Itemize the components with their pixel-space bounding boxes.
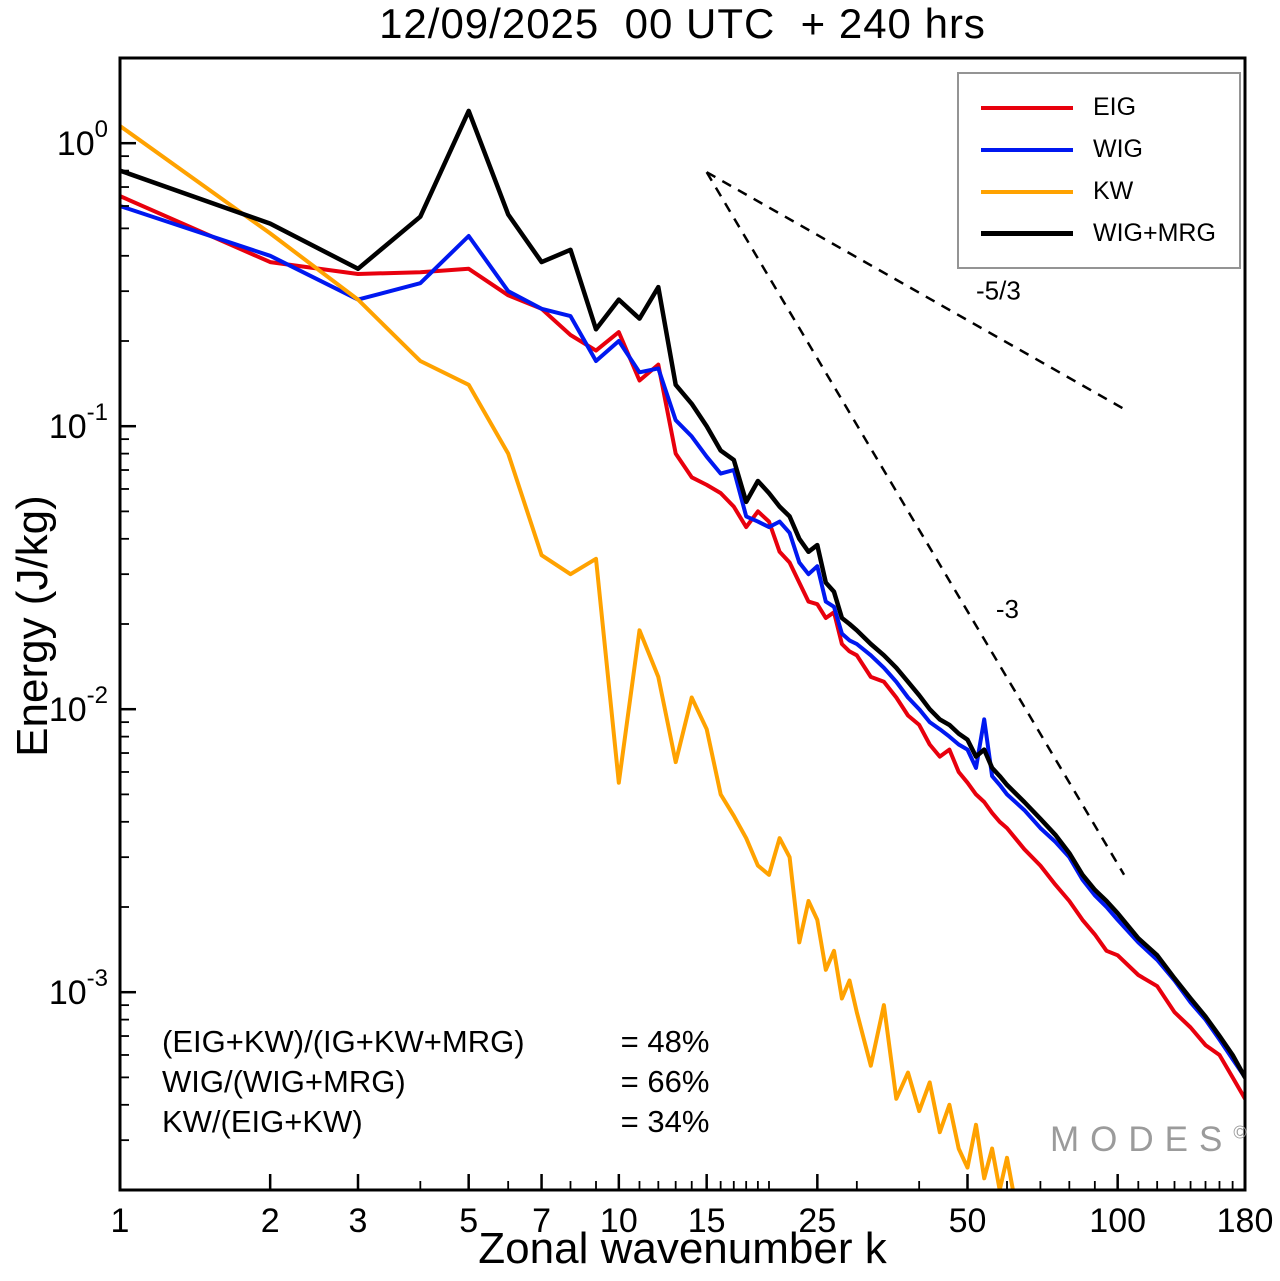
ratio-row-2: WIG/(WIG+MRG) = 66% [162, 1062, 709, 1102]
ratio-expr-1: (EIG+KW)/(IG+KW+MRG) [162, 1024, 525, 1059]
x-tick-label: 100 [1089, 1202, 1146, 1240]
ratio-expr-2: WIG/(WIG+MRG) [162, 1064, 406, 1099]
y-tick-label: 100 [57, 116, 108, 163]
series-line-wig-mrg [120, 108, 1245, 1080]
series-lines [120, 108, 1245, 1190]
x-tick-label: 1 [111, 1202, 130, 1240]
legend-item-kw: KW [959, 177, 1239, 206]
slope-ref-label--5/3: -5/3 [976, 276, 1021, 306]
legend-swatch-eig [981, 105, 1073, 110]
ratio-value-1: = 48% [620, 1024, 710, 1059]
modes-watermark-copyright: © [1233, 1122, 1247, 1143]
series-line-kw [120, 124, 1015, 1190]
x-tick-label: 10 [600, 1202, 638, 1240]
legend-swatch-wig-mrg [981, 231, 1073, 236]
modes-watermark: MODES© [1050, 1120, 1247, 1160]
x-tick-label: 25 [798, 1202, 836, 1240]
legend-swatch-wig [981, 147, 1073, 152]
x-tick-label: 50 [949, 1202, 987, 1240]
ratio-expr-3: KW/(EIG+KW) [162, 1104, 363, 1139]
modes-watermark-text: MODES [1050, 1120, 1234, 1159]
legend-label-wig: WIG [1093, 135, 1143, 163]
x-tick-label: 15 [688, 1202, 726, 1240]
legend-label-eig: EIG [1093, 93, 1137, 121]
x-tick-label: 7 [532, 1202, 551, 1240]
ratio-annotations: (EIG+KW)/(IG+KW+MRG) = 48% WIG/(WIG+MRG)… [162, 1022, 709, 1142]
slope-ref-line--5/3 [706, 171, 1125, 411]
ratio-row-3: KW/(EIG+KW) = 34% [162, 1102, 709, 1142]
legend-item-eig: EIG [959, 93, 1239, 122]
y-axis-label: Energy (J/kg) [8, 495, 57, 757]
legend-label-wig-mrg: WIG+MRG [1093, 219, 1216, 247]
chart-title: 12/09/2025 00 UTC + 240 hrs [379, 0, 986, 47]
x-tick-label: 2 [261, 1202, 280, 1240]
series-line-eig [120, 194, 1245, 1101]
legend-label-kw: KW [1093, 177, 1134, 205]
x-axis-label: Zonal wavenumber k [478, 1224, 887, 1273]
x-tick-label: 3 [349, 1202, 368, 1240]
ratio-row-1: (EIG+KW)/(IG+KW+MRG) = 48% [162, 1022, 709, 1062]
series-line-wig [120, 204, 1245, 1080]
y-tick-label: 10-3 [49, 965, 108, 1012]
x-tick-label: 5 [459, 1202, 478, 1240]
slope-ref-label--3: -3 [996, 594, 1019, 624]
legend-box: EIG WIG KW WIG+MRG [957, 72, 1241, 269]
ratio-value-3: = 34% [620, 1104, 710, 1139]
legend-item-wig-mrg: WIG+MRG [959, 219, 1239, 248]
x-tick-label: 180 [1217, 1202, 1274, 1240]
legend-item-wig: WIG [959, 135, 1239, 164]
ratio-value-2: = 66% [620, 1064, 710, 1099]
legend-swatch-kw [981, 189, 1073, 194]
